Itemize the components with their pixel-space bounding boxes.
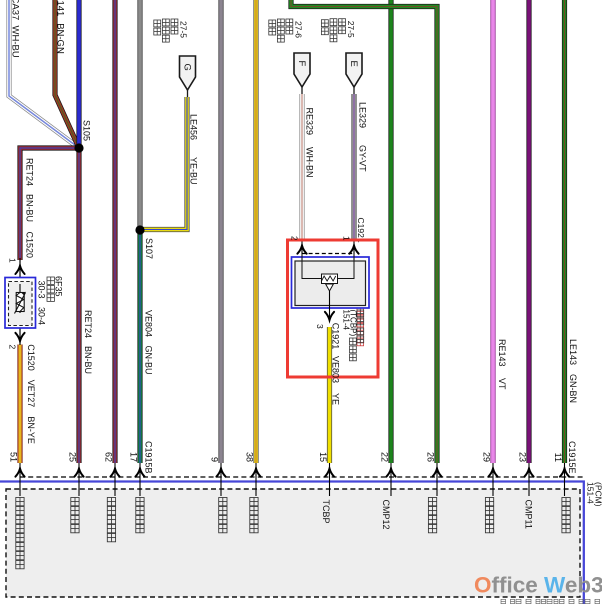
svg-text:BN-BU: BN-BU (25, 194, 35, 222)
svg-text:30-4: 30-4 (37, 307, 47, 325)
svg-text:141: 141 (55, 1, 66, 17)
svg-text:GY-VT: GY-VT (358, 145, 368, 172)
svg-text:(TCBP): (TCBP) (348, 310, 357, 337)
svg-text:BN-GN: BN-GN (55, 23, 66, 54)
svg-text:29: 29 (482, 452, 492, 462)
svg-text:11: 11 (553, 453, 563, 462)
svg-text:26: 26 (426, 452, 436, 462)
svg-text:E: E (348, 61, 359, 67)
svg-text:3: 3 (315, 324, 325, 329)
svg-text:C1915E: C1915E (567, 441, 577, 474)
svg-text:22: 22 (380, 452, 390, 462)
svg-text:CMP11: CMP11 (524, 500, 534, 529)
svg-text:151-4: 151-4 (341, 310, 350, 331)
svg-text:TCBP: TCBP (321, 500, 331, 524)
svg-text:WH-BN: WH-BN (305, 147, 315, 178)
svg-text:LE329: LE329 (358, 102, 368, 128)
svg-text:BN-BU: BN-BU (83, 346, 93, 374)
svg-text:YE: YE (331, 393, 341, 405)
svg-text:23: 23 (518, 452, 528, 462)
svg-text:CMP12: CMP12 (381, 500, 391, 530)
svg-text:G: G (181, 64, 192, 71)
svg-text:BN-YE: BN-YE (26, 416, 36, 444)
svg-text:25: 25 (68, 452, 78, 462)
svg-text:6F35: 6F35 (54, 276, 64, 297)
svg-text:1: 1 (8, 258, 18, 263)
svg-text:2: 2 (290, 236, 299, 241)
svg-text:(PCM): (PCM) (594, 482, 602, 507)
svg-text:S107: S107 (144, 238, 154, 259)
svg-text:9: 9 (210, 457, 220, 462)
svg-text:C1915B: C1915B (143, 441, 153, 474)
svg-text:VE803: VE803 (331, 356, 341, 383)
svg-text:LE143: LE143 (568, 339, 578, 365)
svg-text:17: 17 (129, 452, 139, 462)
svg-text:15: 15 (318, 452, 328, 462)
svg-text:2: 2 (8, 345, 18, 350)
svg-text:151-4: 151-4 (586, 482, 596, 504)
svg-text:LE456: LE456 (189, 114, 199, 140)
svg-text:RET24: RET24 (83, 310, 93, 338)
svg-text:RET24: RET24 (25, 158, 35, 186)
svg-text:CA37: CA37 (10, 0, 21, 20)
svg-text:YE-BU: YE-BU (189, 157, 199, 185)
svg-text:1: 1 (342, 236, 351, 241)
svg-text:F: F (296, 61, 307, 67)
svg-text:C1520: C1520 (25, 232, 35, 259)
svg-text:30-3: 30-3 (37, 281, 47, 299)
svg-text:VET27: VET27 (26, 380, 36, 408)
svg-text:WH-BU: WH-BU (10, 26, 21, 58)
svg-text:27-5: 27-5 (178, 21, 188, 38)
svg-text:GN-BU: GN-BU (143, 346, 153, 375)
svg-text:C1921: C1921 (331, 323, 341, 350)
svg-text:27-6: 27-6 (293, 21, 303, 38)
svg-text:VT: VT (497, 378, 507, 390)
svg-text:S105: S105 (81, 120, 91, 141)
svg-text:RE143: RE143 (497, 339, 507, 367)
svg-text:C1921: C1921 (356, 218, 366, 243)
svg-text:38: 38 (245, 452, 255, 462)
svg-text:VE804: VE804 (143, 310, 153, 337)
svg-text:RE329: RE329 (305, 108, 315, 136)
svg-text:Office Web36: Office Web36 (474, 573, 602, 598)
svg-text:GN-BN: GN-BN (568, 374, 578, 403)
svg-text:62: 62 (104, 452, 114, 462)
svg-text:27-5: 27-5 (346, 21, 356, 38)
svg-text:C1520: C1520 (26, 344, 36, 371)
svg-text:51: 51 (9, 452, 19, 462)
